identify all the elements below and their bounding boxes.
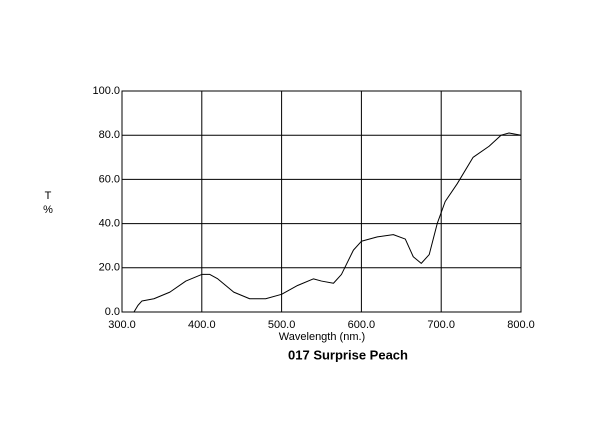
y-tick-label: 100.0: [92, 85, 120, 97]
y-tick-label: 20.0: [99, 262, 120, 274]
x-tick-label: 600.0: [348, 319, 376, 331]
x-tick-label: 700.0: [427, 319, 455, 331]
x-tick-label: 500.0: [268, 319, 296, 331]
x-tick-label: 400.0: [188, 319, 216, 331]
y-tick-label: 40.0: [99, 218, 120, 230]
y-tick-label: 60.0: [99, 173, 120, 185]
x-axis-label: Wavelength (nm.): [279, 331, 365, 343]
y-axis-label: %: [43, 204, 53, 216]
y-tick-label: 80.0: [99, 129, 120, 141]
chart-title: 017 Surprise Peach: [288, 347, 408, 362]
x-tick-label: 800.0: [507, 319, 535, 331]
plot-frame: [121, 90, 522, 313]
y-tick-label: 0.0: [105, 306, 120, 318]
x-tick-label: 300.0: [108, 319, 136, 331]
data-line: [133, 132, 522, 313]
y-axis-label: T: [45, 190, 52, 202]
